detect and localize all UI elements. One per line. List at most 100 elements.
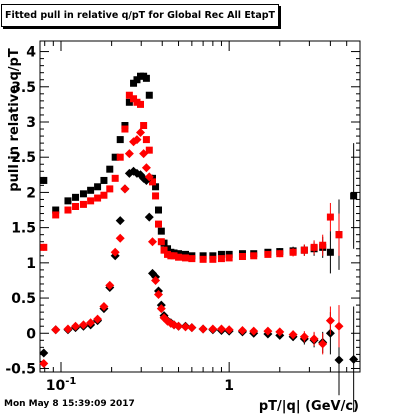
series-4 <box>39 128 344 369</box>
data-point-square <box>142 136 150 144</box>
data-point-square <box>106 185 114 193</box>
chart-title: Fitted pull in relative q/pT for Global … <box>1 4 279 27</box>
y-tick-label: 1 <box>26 256 36 272</box>
data-point-square <box>106 165 114 173</box>
data-point-diamond <box>105 280 115 290</box>
data-point-square <box>170 252 178 260</box>
y-tick-label: -0.5 <box>5 361 36 377</box>
data-point-square <box>209 255 217 263</box>
x-axis-ticks <box>44 41 361 372</box>
data-point-diamond <box>224 325 234 335</box>
data-point-square <box>145 146 153 154</box>
data-point-square <box>121 122 129 130</box>
data-point-square <box>319 241 327 249</box>
data-point-square <box>326 248 334 256</box>
data-point-diamond <box>86 318 96 328</box>
y-axis-ticks <box>40 51 360 369</box>
series-1 <box>40 72 358 274</box>
data-point-diamond <box>99 302 109 312</box>
data-point-square <box>100 191 108 199</box>
data-point-diamond <box>51 325 61 335</box>
data-point-square <box>209 252 217 260</box>
data-point-square <box>300 246 308 254</box>
x-axis-tick-labels: 10-1 1 <box>46 376 234 394</box>
y-tick-label: 2 <box>26 185 36 201</box>
data-point-square <box>152 183 160 191</box>
y-tick-label: 0 <box>26 326 36 342</box>
data-point-diamond <box>39 348 49 358</box>
data-point-diamond <box>63 324 73 334</box>
y-tick-label: 0.5 <box>11 291 36 307</box>
data-point-diamond <box>208 324 218 334</box>
data-point-square <box>175 253 183 261</box>
data-point-diamond <box>139 149 149 159</box>
data-point-square <box>111 174 119 182</box>
y-tick-label: 3.5 <box>11 80 36 96</box>
data-point-square <box>137 100 145 108</box>
data-point-square <box>64 206 72 214</box>
data-point-square <box>111 153 119 161</box>
y-axis-tick-labels: -0.5 0 0.5 1 1.5 2 2.5 3 3.5 4 <box>5 45 36 378</box>
data-point-diamond <box>151 275 161 285</box>
data-point-square <box>157 238 165 246</box>
data-point-diamond <box>288 330 298 340</box>
data-point-square <box>87 186 95 194</box>
data-point-square <box>181 250 189 258</box>
data-point-square <box>40 176 48 184</box>
data-point-square <box>100 176 108 184</box>
data-point-diamond <box>309 334 319 344</box>
data-point-diamond <box>198 324 208 334</box>
data-point-square <box>79 200 87 208</box>
data-point-diamond <box>334 355 344 365</box>
data-point-square <box>52 211 60 219</box>
data-point-square <box>250 252 258 260</box>
data-point-square <box>87 197 95 205</box>
data-point-diamond <box>110 247 120 257</box>
data-point-diamond <box>275 327 285 337</box>
series-2 <box>40 91 343 263</box>
data-point-diamond <box>78 320 88 330</box>
data-point-diamond <box>141 163 151 173</box>
data-point-diamond <box>132 135 142 145</box>
y-tick-label: 4 <box>26 45 36 61</box>
data-point-diamond <box>249 326 259 336</box>
data-point-square <box>121 125 129 133</box>
data-point-diamond <box>144 212 154 222</box>
data-point-square <box>125 91 133 99</box>
data-point-diamond <box>71 321 81 331</box>
data-point-square <box>125 98 133 106</box>
data-point-square <box>116 153 124 161</box>
data-point-diamond <box>318 339 328 349</box>
data-point-diamond <box>153 290 163 300</box>
data-point-diamond <box>237 325 247 335</box>
data-point-square <box>94 183 102 191</box>
data-point-square <box>350 192 358 200</box>
data-point-diamond <box>187 323 197 333</box>
data-point-square <box>225 254 233 262</box>
data-point-square <box>94 194 102 202</box>
data-point-square <box>72 203 80 210</box>
data-point-square <box>310 243 318 251</box>
data-point-square <box>289 248 297 256</box>
data-point-square <box>181 254 189 262</box>
data-point-square <box>145 91 153 99</box>
x-tick-label: 1 <box>224 378 234 394</box>
data-point-square <box>217 250 225 258</box>
data-point-square <box>199 255 207 263</box>
data-point-diamond <box>263 326 273 336</box>
data-point-square <box>40 243 48 251</box>
data-point-square <box>142 74 150 82</box>
data-point-square <box>116 136 124 144</box>
data-point-square <box>264 250 272 258</box>
data-point-diamond <box>136 128 146 138</box>
y-axis-label: pull in relative q/pT <box>7 48 22 192</box>
data-point-square <box>238 253 246 261</box>
y-tick-label: 2.5 <box>11 150 36 166</box>
x-axis-label: pT/|q| (GeV/c) <box>259 399 359 414</box>
x-tick-label: 10-1 <box>46 376 77 394</box>
data-point-square <box>52 206 60 214</box>
series-layer <box>39 72 359 413</box>
y-tick-label: 1.5 <box>11 221 36 237</box>
